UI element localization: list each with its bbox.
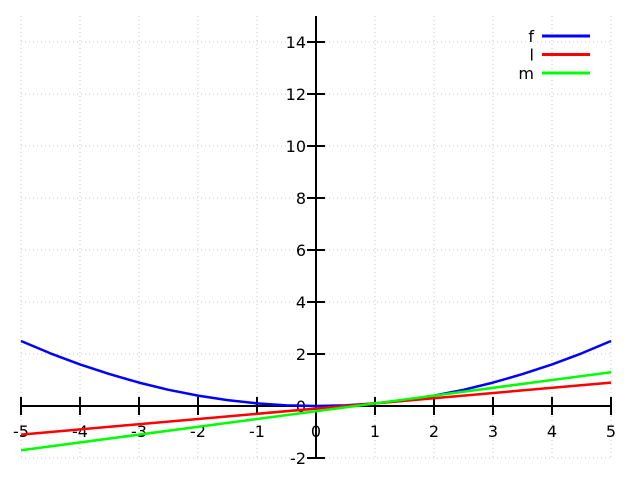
x-tick-label: 0 <box>311 422 321 441</box>
x-tick-label: 2 <box>429 422 439 441</box>
x-tick-label: 1 <box>370 422 380 441</box>
x-tick-label: 3 <box>488 422 498 441</box>
x-tick-label: -1 <box>249 422 265 441</box>
legend-label-f: f <box>528 27 534 46</box>
legend-label-l: l <box>530 46 534 65</box>
y-tick-label: 14 <box>286 33 306 52</box>
x-tick-label: -5 <box>13 422 29 441</box>
y-tick-label: 2 <box>296 345 306 364</box>
y-tick-label: 8 <box>296 189 306 208</box>
y-tick-label: 12 <box>286 85 306 104</box>
y-tick-label: 4 <box>296 293 306 312</box>
series-curve-l <box>20 381 612 436</box>
y-tick-label: 6 <box>296 241 306 260</box>
series-curve-f <box>20 339 612 408</box>
x-tick-label: 5 <box>606 422 616 441</box>
legend-label-m: m <box>518 64 534 83</box>
y-tick-label: -2 <box>290 449 306 468</box>
series-curve-m <box>20 370 612 452</box>
x-tick-label: -4 <box>72 422 88 441</box>
x-tick-label: 4 <box>547 422 557 441</box>
y-tick-label: 10 <box>286 137 306 156</box>
